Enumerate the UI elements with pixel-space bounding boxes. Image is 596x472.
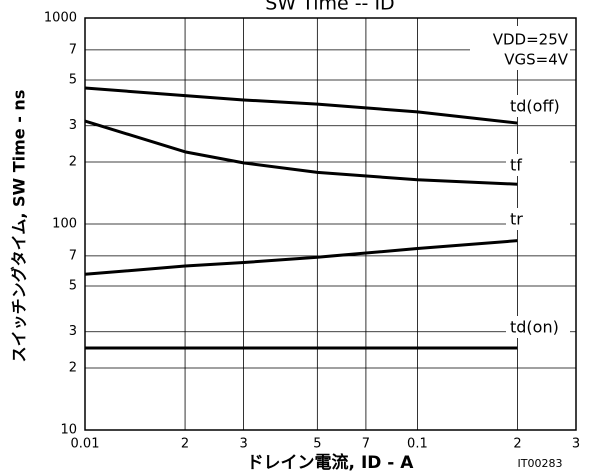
plot-frame — [84, 17, 577, 431]
y-tick-label: 2 — [69, 360, 77, 375]
annotation-bg — [470, 26, 570, 70]
label-bg — [506, 208, 570, 230]
y-tick-label: 5 — [69, 279, 77, 294]
x-tick-label: 0.1 — [407, 437, 428, 452]
annotation: VGS=4V — [504, 51, 569, 69]
x-axis-label: ドレイン電流, ID - A — [247, 452, 415, 472]
y-tick-label: 100 — [52, 217, 77, 232]
y-tick-label: 7 — [69, 42, 77, 57]
y-tick-label: 2 — [69, 154, 77, 169]
x-tick-label: 2 — [181, 437, 189, 452]
series-line — [84, 119, 518, 186]
x-tick-label: 0.01 — [71, 437, 100, 452]
series-label: td(off) — [510, 97, 560, 116]
x-tick-label: 7 — [362, 437, 370, 452]
y-axis-label: スイッチングタイム, SW Time - ns — [10, 90, 29, 363]
y-tick-label: 7 — [69, 248, 77, 263]
annotation: VDD=25V — [493, 31, 569, 49]
y-tick-label: 10 — [60, 423, 77, 438]
y-tick-label: 1000 — [44, 11, 77, 26]
figure-id: IT00283 — [518, 457, 563, 470]
label-bg — [506, 154, 570, 176]
y-tick-label: 3 — [69, 118, 77, 133]
series-line — [84, 239, 518, 276]
x-tick-label: 2 — [513, 437, 521, 452]
chart-title: SW Time -- ID — [265, 0, 394, 15]
series-label: tr — [510, 210, 523, 229]
series-line — [84, 86, 518, 125]
label-bg — [506, 316, 570, 338]
y-tick-label: 5 — [69, 73, 77, 88]
x-tick-label: 3 — [572, 437, 580, 452]
series-label: td(on) — [510, 318, 559, 337]
x-tick-label: 3 — [239, 437, 247, 452]
series-label: tf — [510, 156, 522, 175]
label-bg — [506, 95, 570, 117]
y-tick-label: 3 — [69, 324, 77, 339]
x-tick-label: 5 — [313, 437, 321, 452]
